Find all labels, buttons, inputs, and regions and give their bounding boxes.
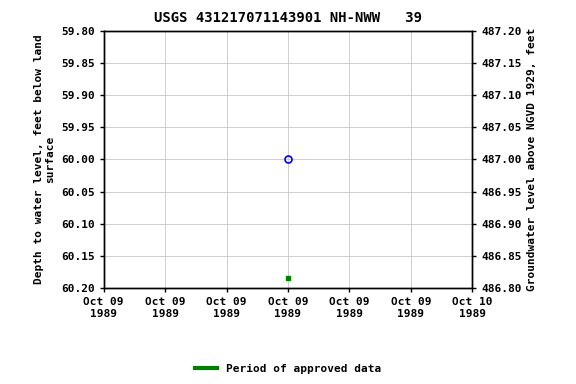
Title: USGS 431217071143901 NH-NWW   39: USGS 431217071143901 NH-NWW 39: [154, 12, 422, 25]
Y-axis label: Depth to water level, feet below land
surface: Depth to water level, feet below land su…: [34, 35, 55, 284]
Legend: Period of approved data: Period of approved data: [191, 359, 385, 379]
Y-axis label: Groundwater level above NGVD 1929, feet: Groundwater level above NGVD 1929, feet: [528, 28, 537, 291]
